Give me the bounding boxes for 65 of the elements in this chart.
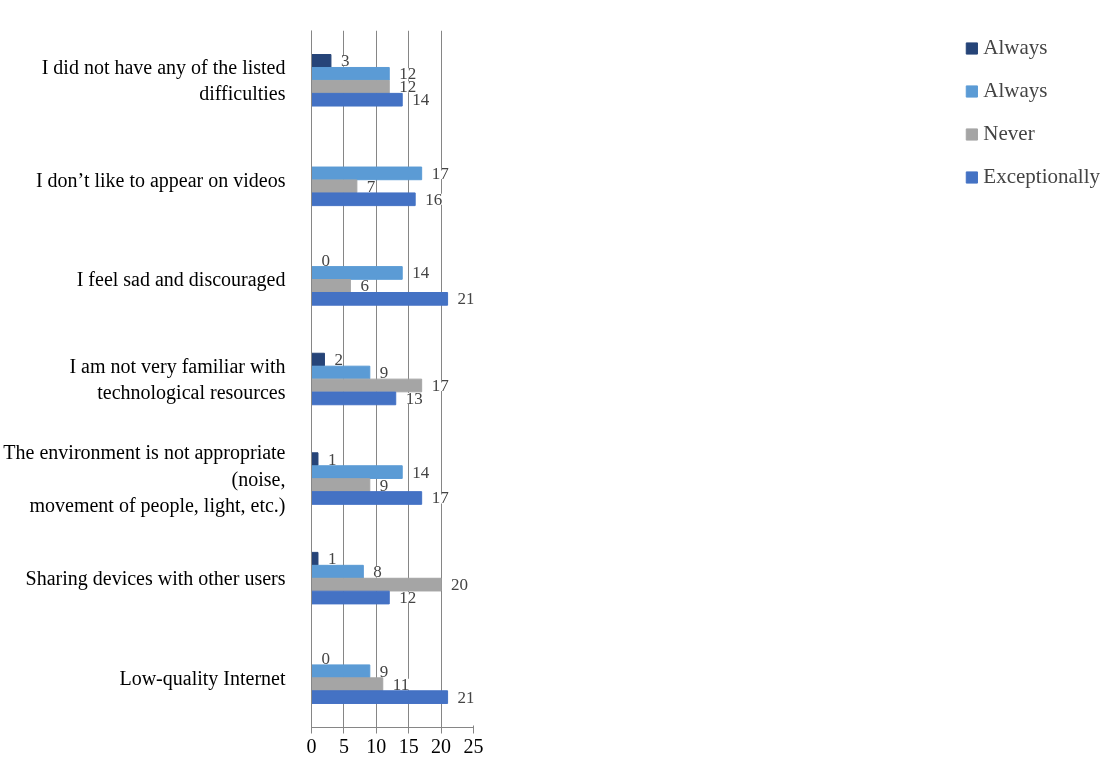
x-tick-label: 5 <box>338 734 349 757</box>
bar <box>311 79 390 94</box>
bar <box>311 279 351 293</box>
bar <box>311 551 319 566</box>
data-label: 21 <box>457 687 475 707</box>
y-tick-label: I did not have any of the listed difficulties <box>41 56 286 105</box>
data-label: 11 <box>392 674 410 694</box>
data-label: 13 <box>405 388 423 408</box>
bar <box>311 179 358 194</box>
data-label: 2 <box>334 350 343 370</box>
bar <box>311 677 384 692</box>
bar <box>311 292 449 306</box>
bar <box>311 577 442 592</box>
data-label: 9 <box>379 363 389 383</box>
y-tick-label: I am not very familiar with technological resources <box>69 354 286 405</box>
data-label: 3 <box>340 51 350 71</box>
data-label: 9 <box>379 475 389 495</box>
bar <box>311 266 403 280</box>
bar <box>311 452 319 466</box>
data-label: 16 <box>425 189 443 209</box>
y-tick-label: Low-quality Internet <box>119 666 286 690</box>
x-tick-label: 0 <box>306 734 317 757</box>
bar <box>311 92 403 107</box>
bar <box>311 478 371 492</box>
data-label: 1 <box>327 549 337 569</box>
data-label: 14 <box>412 462 430 482</box>
data-label: 17 <box>431 488 450 508</box>
bar <box>311 352 325 367</box>
legend-label: Always <box>983 35 1048 60</box>
bar <box>311 690 449 704</box>
y-tick-label: Sharing devices with other users <box>25 567 286 591</box>
data-label: 9 <box>379 661 389 681</box>
data-label: 14 <box>412 263 430 283</box>
bar <box>311 54 332 68</box>
bar <box>311 564 364 579</box>
x-tick-label: 20 <box>431 734 452 757</box>
bar <box>311 66 390 81</box>
x-tick-label: 25 <box>463 734 484 757</box>
data-label: 21 <box>457 289 475 309</box>
legend-label: Exceptionally <box>983 164 1100 189</box>
y-tick-label: I feel sad and discouraged <box>76 268 286 292</box>
bar <box>311 192 416 207</box>
data-label: 1 <box>327 449 337 469</box>
y-tick-label: I don’t like to appear on videos <box>35 168 286 192</box>
data-label: 17 <box>431 375 450 395</box>
bar <box>311 491 423 505</box>
data-label: 7 <box>366 176 376 196</box>
x-tick-label: 10 <box>366 734 387 757</box>
bar <box>311 465 403 479</box>
data-label: 20 <box>451 575 469 595</box>
data-label: 8 <box>373 562 382 582</box>
legend-label: Never <box>983 121 1035 146</box>
data-label: 17 <box>431 163 450 183</box>
bar <box>311 664 371 679</box>
x-tick-label: 15 <box>398 734 419 757</box>
bar <box>311 166 423 181</box>
bar <box>311 378 423 393</box>
bar <box>311 391 397 406</box>
data-label: 0 <box>321 648 330 668</box>
y-tick-label: The environment is not appropriate (noise, movement of people, light, etc.) <box>3 441 286 517</box>
data-label: 12 <box>399 588 417 608</box>
data-label: 0 <box>321 250 330 270</box>
legend-label: Always <box>983 78 1048 103</box>
data-label: 6 <box>360 276 369 296</box>
bar <box>311 590 390 605</box>
